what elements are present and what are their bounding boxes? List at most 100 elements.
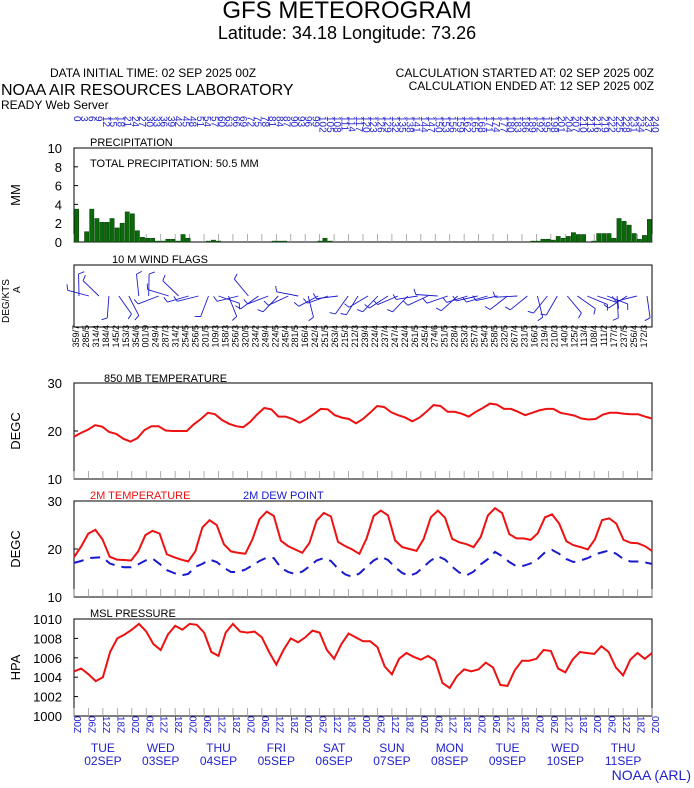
wind-value-label: 249/4 bbox=[260, 325, 270, 348]
precip-bar bbox=[145, 237, 150, 243]
wind-barb-flag bbox=[492, 291, 496, 298]
wind-value-label: 234/2 bbox=[250, 325, 260, 348]
precip-bar bbox=[109, 218, 115, 243]
wind-value-label: 212/3 bbox=[350, 325, 360, 348]
bottom-hour-label: 12Z bbox=[331, 716, 342, 733]
top-hour-label: 105 bbox=[324, 116, 335, 133]
top-hour-label: 66 bbox=[230, 116, 241, 128]
wind-barb bbox=[162, 280, 179, 297]
wind-barb bbox=[268, 295, 289, 306]
temp850-line bbox=[73, 402, 653, 443]
wind-barb-flag bbox=[612, 317, 619, 321]
wind-barb-flag bbox=[293, 302, 299, 307]
wind-value-label: 224/4 bbox=[370, 325, 380, 348]
wind-value-label: 219/4 bbox=[539, 325, 549, 348]
top-hour-label: 33 bbox=[150, 116, 161, 128]
top-hour-label: 138 bbox=[403, 116, 414, 133]
wind-value-label: 215/3 bbox=[340, 325, 350, 348]
wind-barb-flag bbox=[303, 298, 308, 304]
top-hour-label: 165 bbox=[468, 116, 479, 133]
wind-value-label: 125/2 bbox=[569, 325, 579, 348]
wind-value-label: 247/4 bbox=[390, 325, 400, 348]
wind-value-label: 245/4 bbox=[420, 325, 430, 348]
wind-barb bbox=[495, 295, 518, 298]
day-of-week-label: SAT bbox=[323, 741, 346, 755]
top-hour-label: 219 bbox=[598, 116, 609, 133]
wind-value-label: 258/5 bbox=[490, 325, 500, 348]
bottom-hour-label: 18Z bbox=[288, 716, 299, 733]
top-hour-label: 27 bbox=[136, 116, 147, 128]
wind-barb-flag bbox=[66, 284, 69, 291]
wind-barb bbox=[316, 295, 339, 300]
wind-value-label: 253/3 bbox=[460, 325, 470, 348]
wind-value-label: 140/3 bbox=[559, 325, 569, 348]
precip-bar bbox=[611, 237, 617, 243]
wind-barb-flag bbox=[127, 313, 132, 320]
precip-bar bbox=[555, 236, 561, 243]
y-tick-label: 30 bbox=[48, 494, 62, 509]
y-tick-label: 4 bbox=[55, 197, 62, 212]
bottom-hour-label: 00Z bbox=[418, 716, 429, 733]
wind-value-label: 111/2 bbox=[599, 325, 609, 346]
top-hour-label: 177 bbox=[497, 116, 508, 133]
pressure-line bbox=[73, 622, 653, 690]
wind-axis-label: DEG/KTS bbox=[1, 279, 12, 323]
wind-barb-flag bbox=[162, 275, 166, 281]
top-hour-label: 195 bbox=[541, 116, 552, 133]
precip-bar bbox=[317, 240, 323, 243]
precip-bar bbox=[282, 240, 287, 243]
wind-barb-flag bbox=[527, 310, 534, 314]
wind-value-label: 231/5 bbox=[519, 325, 529, 348]
wind-value-label: 210/3 bbox=[549, 325, 559, 348]
wind-barb bbox=[489, 295, 508, 310]
precip-bar bbox=[601, 233, 607, 243]
wind-value-label: 237/5 bbox=[619, 325, 629, 348]
wind-barb-flag bbox=[243, 299, 249, 305]
top-hour-label: 153 bbox=[439, 116, 450, 133]
precip-bar bbox=[621, 221, 627, 243]
wind-barb-flag bbox=[603, 304, 609, 309]
precip-bar bbox=[606, 233, 612, 243]
top-hour-label: 69 bbox=[237, 116, 248, 128]
y-tick-label: 1004 bbox=[33, 670, 62, 685]
top-hour-label: 111 bbox=[338, 116, 349, 132]
top-hour-label: 135 bbox=[396, 116, 407, 133]
precip-bar bbox=[155, 240, 161, 243]
bottom-hour-label: 18Z bbox=[114, 716, 125, 733]
wind-barb bbox=[298, 295, 319, 307]
top-hour-label: 42 bbox=[172, 116, 183, 128]
top-hour-label: 24 bbox=[129, 116, 140, 128]
top-hour-label: 114 bbox=[346, 116, 357, 132]
precip-bar bbox=[185, 237, 191, 243]
wind-value-label: 166/4 bbox=[300, 325, 310, 348]
top-hour-label: 132 bbox=[389, 116, 400, 133]
precip-bar bbox=[327, 240, 333, 243]
top-hour-label: 147 bbox=[425, 116, 436, 133]
precip-bar bbox=[530, 240, 536, 243]
wind-barb-flag bbox=[578, 312, 582, 319]
page-title: GFS METEOROGRAM bbox=[222, 0, 472, 24]
precip-bar bbox=[205, 240, 211, 243]
wind-barb bbox=[510, 295, 528, 311]
top-hour-label: 201 bbox=[555, 116, 566, 133]
bottom-hour-label: 12Z bbox=[389, 716, 400, 733]
top-hour-label: 63 bbox=[223, 116, 234, 128]
top-hour-label: 198 bbox=[548, 116, 559, 133]
day-of-week-label: THU bbox=[611, 741, 636, 755]
top-hour-label: 216 bbox=[591, 116, 602, 133]
wind-value-label: 314/2 bbox=[171, 325, 181, 348]
wind-barb bbox=[646, 295, 651, 318]
wind-barb-flag bbox=[163, 297, 168, 303]
precip-bar bbox=[271, 240, 277, 243]
precip-bar bbox=[170, 238, 176, 243]
wind-barb-flag bbox=[373, 299, 378, 305]
wind-barb bbox=[128, 295, 140, 316]
wind-barb bbox=[118, 295, 132, 315]
wind-value-label: 224/5 bbox=[270, 325, 280, 348]
top-hour-label: 231 bbox=[627, 116, 638, 133]
top-hour-label: 21 bbox=[122, 116, 133, 128]
wind-barb-flag bbox=[308, 316, 314, 322]
precip-bar bbox=[571, 232, 576, 243]
bottom-hour-label: 12Z bbox=[562, 716, 573, 733]
